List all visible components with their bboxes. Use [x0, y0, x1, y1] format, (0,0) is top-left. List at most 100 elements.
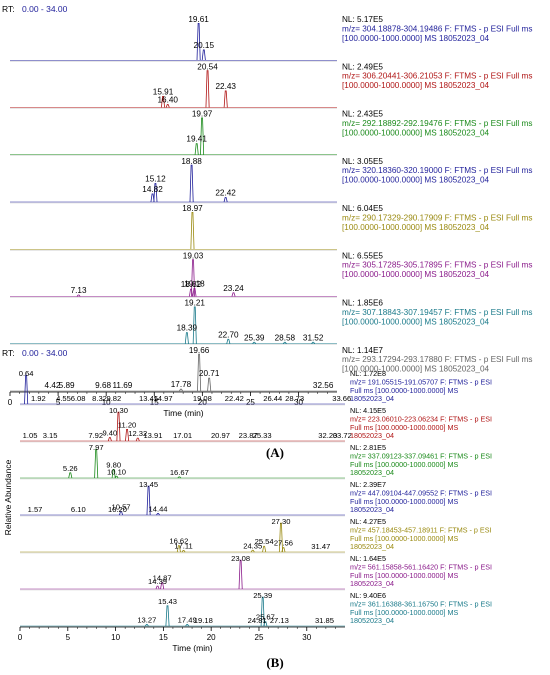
trace-info: m/z= 306.20441-306.21053 F: FTMS - p ESI…: [342, 72, 532, 81]
x-tick-label: 10: [111, 633, 120, 642]
chromatogram-peak: [231, 292, 236, 297]
peak-label: 19.97: [192, 110, 213, 119]
peak-label: 9.68: [95, 381, 111, 390]
peak-label: 15.43: [158, 597, 177, 606]
trace-info: Full ms [100.0000-1000.0000] MS: [350, 497, 458, 506]
trace-info: m/z= 320.18360-320.19000 F: FTMS - p ESI…: [342, 166, 532, 175]
nl-label: NL: 5.17E5: [342, 15, 383, 24]
peak-label: 20.15: [194, 41, 215, 50]
chromatogram-peak: [155, 585, 160, 590]
chromatogram-peak: [190, 211, 195, 250]
x-tick-label: 20: [198, 398, 207, 407]
chromatogram-peak: [189, 288, 193, 297]
peak-label: 18.88: [181, 157, 202, 166]
chromatogram-peak: [119, 511, 124, 516]
trace-8: 19.66 4.425.89 9.68 11.69 17.78 20.71 32.56 NL:…: [10, 344, 532, 392]
trace-info: m/z= 223.06010-223.06234 F: FTMS - p ESI: [350, 414, 492, 423]
chromatogram-peak: [125, 429, 130, 442]
chromatogram-peak: [197, 353, 202, 392]
chromatogram-peak: [146, 485, 151, 516]
peak-label: 17.01: [173, 431, 192, 440]
peak-label: 0.64: [19, 369, 34, 378]
trace-info: 18052023_04: [350, 431, 394, 440]
chromatogram-peak: [107, 437, 112, 442]
peak-label: 28.73: [285, 394, 304, 403]
trace-info: [100.0000-1000.0000] MS 18052023_04: [342, 34, 489, 43]
peak-label: 9.82: [106, 394, 121, 403]
trace-info: Full ms [100.0000-1000.0000] MS: [350, 571, 458, 580]
peak-label: 25.67: [256, 613, 275, 622]
chromatogram-peak: [311, 341, 316, 344]
peak-label: 22.42: [225, 394, 244, 403]
peak-label: 18.97: [182, 204, 203, 213]
nl-label: NL: 1.14E7: [342, 346, 383, 355]
peak-label: 31.52: [303, 333, 324, 342]
peak-label: 20.97: [211, 431, 230, 440]
peak-label: 17.78: [171, 380, 192, 389]
peak-label: 19.21: [185, 299, 206, 308]
peak-label: 6.08: [71, 394, 86, 403]
peak-label: 13.27: [137, 616, 156, 625]
trace-info: [100.0000-1000.0000] MS 18052023_04: [342, 81, 489, 90]
trace-info: 18052023_04: [350, 505, 394, 514]
trace-info: m/z= 304.18878-304.19486 F: FTMS - p ESI…: [342, 24, 532, 33]
chromatogram-peak: [196, 22, 201, 61]
peak-label: 1.57: [28, 505, 43, 514]
peak-label: 28.58: [275, 333, 296, 342]
chromatogram-peak: [223, 197, 228, 203]
peak-label: 27.13: [270, 616, 289, 625]
chromatogram-peak: [177, 476, 182, 479]
peak-label: 19.03: [183, 251, 204, 260]
peak-label: 22.70: [218, 330, 239, 339]
trace-info: [100.0000-1000.0000] MS 18052023_04: [342, 223, 489, 232]
trace-info: m/z= 305.17285-305.17895 F: FTMS - p ESI…: [342, 261, 532, 270]
trace-info: m/z= 307.18843-307.19457 F: FTMS - p ESI…: [342, 308, 532, 317]
trace-info: m/z= 361.16388-361.16750 F: FTMS - p ESI: [350, 599, 492, 608]
chromatogram-peak: [153, 183, 158, 203]
peak-label: 4.42: [45, 381, 61, 390]
nl-label: NL: 1.85E6: [342, 299, 383, 308]
peak-label: 14.82: [142, 185, 163, 194]
peak-label: 5.26: [63, 464, 78, 473]
chromatogram-peak: [192, 306, 197, 344]
chromatogram-peak: [189, 164, 194, 203]
peak-label: 6.10: [71, 505, 86, 514]
chromatogram-peak: [144, 624, 149, 627]
peak-label: 10.57: [112, 503, 131, 512]
chromatogram-peak: [111, 468, 116, 479]
peak-label: 15.91: [153, 87, 174, 96]
trace-info: m/z= 457.18453-457.18911 F: FTMS - p ESI: [350, 525, 492, 534]
chromatogram-peak: [76, 294, 81, 297]
chart-panel-2: RT: 0.00 - 34.000.641.92 4.55 6.08 8.32 9.82 1…: [2, 348, 492, 670]
x-tick-label: 30: [294, 398, 303, 407]
x-tick-label: 5: [66, 633, 71, 642]
peak-label: 32.56: [313, 381, 334, 390]
trace-info: [100.0000-1000.0000] MS 18052023_04: [342, 365, 489, 374]
nl-label: NL: 6.55E5: [342, 251, 383, 260]
panel-label: (A): [266, 445, 284, 460]
chromatogram-peak: [135, 437, 140, 442]
chromatogram-peak: [201, 49, 206, 61]
trace-info: 18052023_04: [350, 616, 394, 625]
chromatogram-peak: [260, 596, 265, 627]
chromatogram-peak: [179, 388, 183, 392]
nl-label: NL: 6.04E5: [342, 204, 383, 213]
peak-label: 7.13: [71, 286, 87, 295]
peak-label: 19.18: [194, 616, 213, 625]
x-axis-label: Time (min): [163, 408, 203, 418]
trace-info: 18052023_04: [350, 394, 394, 403]
peak-label: 16.62: [169, 537, 188, 546]
nl-label: NL: 1.72E8: [350, 369, 386, 378]
peak-label: 22.43: [215, 82, 236, 91]
peak-label: 20.71: [199, 369, 220, 378]
peak-label: 7.92: [88, 431, 103, 440]
peak-label: 7.97: [89, 443, 104, 452]
peak-label: 20.54: [197, 62, 218, 71]
